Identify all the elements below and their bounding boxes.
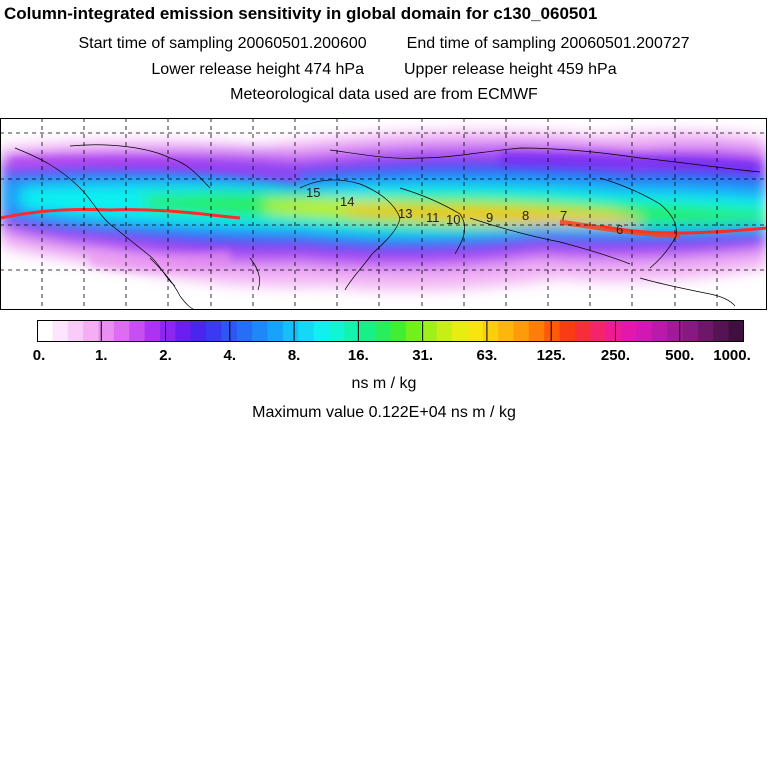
colorbar-dividers	[100, 320, 681, 342]
colorbar	[37, 320, 744, 342]
sampling-time-line: Start time of sampling 20060501.200600 En…	[0, 35, 768, 53]
colorbar-cell	[528, 320, 545, 342]
timestamp-label: 15	[306, 185, 320, 200]
map-frame	[0, 118, 767, 310]
timestamp-label: 7	[560, 208, 567, 223]
colorbar-tick-label: 63.	[476, 347, 498, 364]
colorbar-tick-label: 250.	[600, 347, 631, 364]
colorbar-cell	[206, 320, 223, 342]
colorbar-cell	[467, 320, 484, 342]
colorbar-cell	[513, 320, 530, 342]
colorbar-cell	[667, 320, 684, 342]
timestamp-label: 11	[426, 210, 440, 225]
timestamp-label: 6	[616, 222, 623, 237]
colorbar-tick-label: 1.	[95, 347, 108, 364]
colorbar-cell	[621, 320, 638, 342]
colorbar-cell	[651, 320, 668, 342]
colorbar-cell	[405, 320, 422, 342]
colorbar-tick-label: 8.	[287, 347, 301, 364]
colorbar-cell	[67, 320, 84, 342]
colorbar-cell	[282, 320, 299, 342]
colorbar-cell	[436, 320, 453, 342]
met-data-label: Meteorological data used are from ECMWF	[230, 86, 538, 103]
colorbar-cell	[52, 320, 69, 342]
colorbar-cell	[267, 320, 284, 342]
end-time-label: End time of sampling 20060501.200727	[406, 35, 690, 52]
colorbar-cell	[451, 320, 468, 342]
colorbar-cell	[498, 320, 515, 342]
colorbar-cell	[574, 320, 591, 342]
colorbar-cell	[544, 320, 561, 342]
sensitivity-map: 15 14 13 11 10 9 8 7 6	[0, 118, 767, 310]
colorbar-cell	[390, 320, 407, 342]
colorbar-cell	[697, 320, 714, 342]
colorbar-cell	[113, 320, 130, 342]
colorbar-tick-label: 4.	[223, 347, 237, 364]
colorbar-frame	[37, 320, 744, 342]
colorbar-cell	[175, 320, 192, 342]
colorbar-cell	[83, 320, 100, 342]
colorbar-cell	[37, 320, 53, 342]
colorbar-cell	[728, 320, 744, 342]
timestamp-label: 13	[398, 206, 412, 221]
maximum-value-label: Maximum value 0.122E+04 ns m / kg	[252, 404, 516, 421]
colorbar-cell	[559, 320, 576, 342]
colorbar-cell	[98, 320, 115, 342]
colorbar-tick-label: 500.	[665, 347, 695, 364]
colorbar-cells	[37, 320, 744, 342]
colorbar-cell	[713, 320, 730, 342]
colorbar-cell	[236, 320, 253, 342]
colorbar-cell	[375, 320, 392, 342]
colorbar-cell	[421, 320, 438, 342]
colorbar-tick-label: 125.	[536, 347, 566, 364]
timestamp-label: 8	[522, 208, 529, 223]
lat-lon-grid	[0, 118, 767, 310]
timestamp-label: 10	[446, 212, 460, 227]
colorbar-cell	[159, 320, 176, 342]
colorbar-cell	[636, 320, 653, 342]
timestamp-labels: 15 14 13 11 10 9 8 7 6	[306, 185, 623, 237]
colorbar-cell	[252, 320, 269, 342]
colorbar-tick-label: 2.	[159, 347, 172, 364]
colorbar-tick-label: 1000.	[713, 347, 751, 364]
upper-release-label: Upper release height 459 hPa	[404, 61, 617, 78]
timestamp-label: 14	[340, 194, 354, 209]
colorbar-cell	[359, 320, 376, 342]
lower-release-label: Lower release height 474 hPa	[151, 61, 364, 78]
colorbar-cell	[590, 320, 607, 342]
unit-label: ns m / kg	[351, 375, 417, 392]
flight-track	[0, 207, 767, 239]
colorbar-cell	[482, 320, 499, 342]
colorbar-tick-label: 31.	[412, 347, 434, 364]
colorbar-cell	[129, 320, 146, 342]
sensitivity-field	[0, 131, 767, 291]
colorbar-cell	[144, 320, 161, 342]
colorbar-tick-label: 16.	[347, 347, 369, 364]
colorbar-cell	[190, 320, 207, 342]
colorbar-cell	[605, 320, 622, 342]
timestamp-label: 9	[486, 210, 493, 225]
release-height-line: Lower release height 474 hPa Upper releas…	[0, 61, 768, 79]
colorbar-cell	[313, 320, 330, 342]
colorbar-cell	[344, 320, 361, 342]
colorbar-cell	[298, 320, 315, 342]
start-time-label: Start time of sampling 20060501.200600	[78, 35, 367, 52]
plot-title: Column-integrated emission sensitivity i…	[4, 4, 598, 23]
colorbar-cell	[329, 320, 345, 342]
coastlines	[14, 144, 761, 310]
colorbar-cell	[682, 320, 699, 342]
colorbar-tick-label: 0.	[32, 347, 46, 364]
